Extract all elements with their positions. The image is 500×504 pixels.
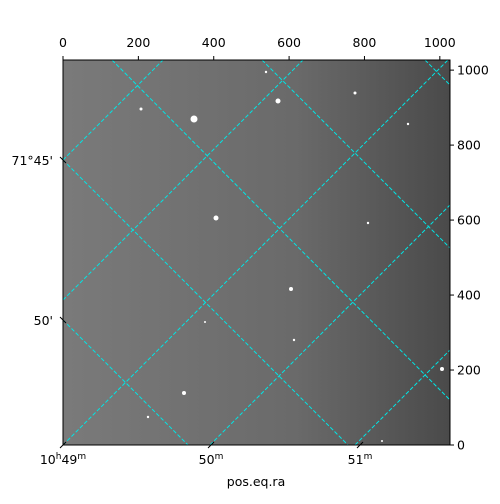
ra-tick-label: 10h49m	[40, 452, 86, 467]
ra-label-part: m	[215, 452, 224, 462]
x-tick-label: 600	[277, 35, 301, 50]
ra-tick-label: 50m	[199, 452, 224, 467]
grid-line	[63, 319, 189, 445]
y-tick-label: 200	[457, 363, 481, 378]
x-tick-label: 1000	[424, 35, 456, 50]
dec-tick-label: 50'	[34, 313, 53, 328]
y-tick-label: 0	[457, 438, 465, 453]
ra-label-part: 50	[199, 452, 215, 467]
y-tick-label: 1000	[457, 63, 489, 78]
y-tick-label: 600	[457, 213, 481, 228]
grid-line	[63, 60, 449, 445]
ra-tick	[356, 441, 364, 449]
dec-tick-label: 71°45'	[12, 153, 54, 168]
dec-tick	[59, 316, 67, 324]
grid-line	[111, 60, 450, 401]
ra-label-part: 10	[40, 452, 56, 467]
grid-line	[209, 204, 450, 445]
ra-label-part: m	[77, 452, 86, 462]
ra-label-part: m	[364, 452, 373, 462]
ra-tick-label: 51m	[348, 452, 373, 467]
grid-line	[261, 60, 450, 249]
dec-tick	[59, 156, 67, 164]
ra-label-part: 51	[348, 452, 364, 467]
grid-line	[354, 349, 450, 445]
y-tick-label: 800	[457, 138, 481, 153]
x-tick-label: 200	[126, 35, 150, 50]
ra-label-part: h	[56, 452, 62, 462]
ra-tick	[207, 441, 215, 449]
ra-tick	[59, 441, 67, 449]
x-tick-label: 800	[353, 35, 377, 50]
y-tick-label: 400	[457, 288, 481, 303]
axes-frame	[62, 59, 451, 446]
x-tick-label: 0	[59, 35, 67, 50]
grid-line	[63, 60, 164, 161]
x-axis-label: pos.eq.ra	[227, 474, 285, 489]
coordinate-grid	[63, 60, 450, 445]
ra-label-part: 49	[61, 452, 77, 467]
grid-line	[63, 60, 304, 301]
stars	[139, 70, 444, 442]
x-tick-label: 400	[202, 35, 226, 50]
